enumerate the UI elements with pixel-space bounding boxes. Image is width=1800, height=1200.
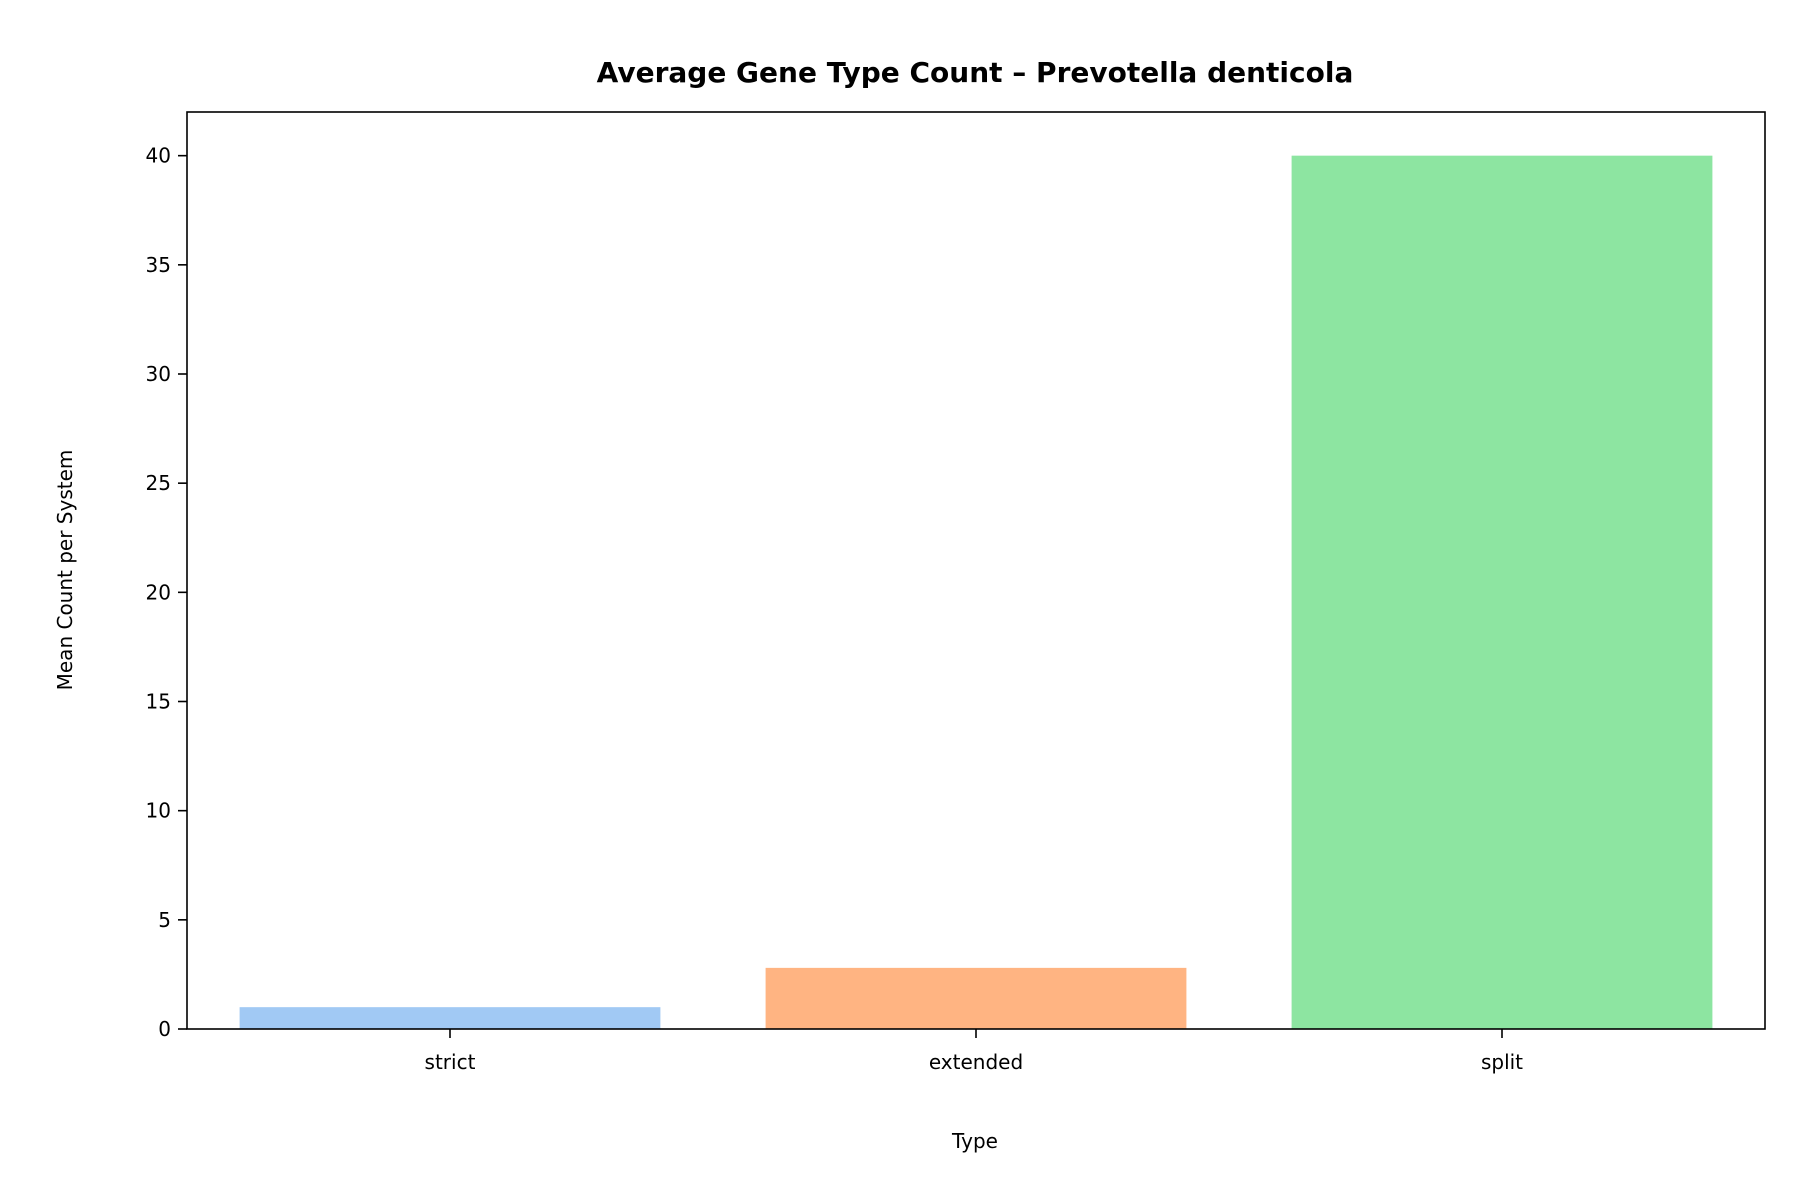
- y-tick-label-15: 15: [146, 690, 171, 714]
- x-axis: strict extended split: [425, 1029, 1523, 1074]
- y-tick-label-30: 30: [146, 362, 171, 386]
- chart-title: Average Gene Type Count – Prevotella den…: [597, 56, 1354, 89]
- bar-split: [1291, 155, 1713, 1029]
- x-tick-label-strict: strict: [425, 1050, 476, 1074]
- x-tick-label-extended: extended: [929, 1050, 1023, 1074]
- bar-extended: [765, 967, 1187, 1029]
- y-axis: 0 5 10 15 20 25 30 35 40: [146, 144, 187, 1041]
- y-tick-label-10: 10: [146, 799, 171, 823]
- y-tick-label-35: 35: [146, 253, 171, 277]
- y-tick-label-0: 0: [158, 1017, 171, 1041]
- x-tick-label-split: split: [1481, 1050, 1523, 1074]
- y-tick-label-25: 25: [146, 471, 171, 495]
- bar-strict: [239, 1007, 661, 1029]
- y-tick-label-20: 20: [146, 580, 171, 604]
- y-tick-label-40: 40: [146, 144, 171, 168]
- y-tick-label-5: 5: [158, 908, 171, 932]
- y-axis-label: Mean Count per System: [53, 450, 77, 691]
- bars-group: [239, 155, 1713, 1029]
- x-axis-label: Type: [951, 1129, 998, 1153]
